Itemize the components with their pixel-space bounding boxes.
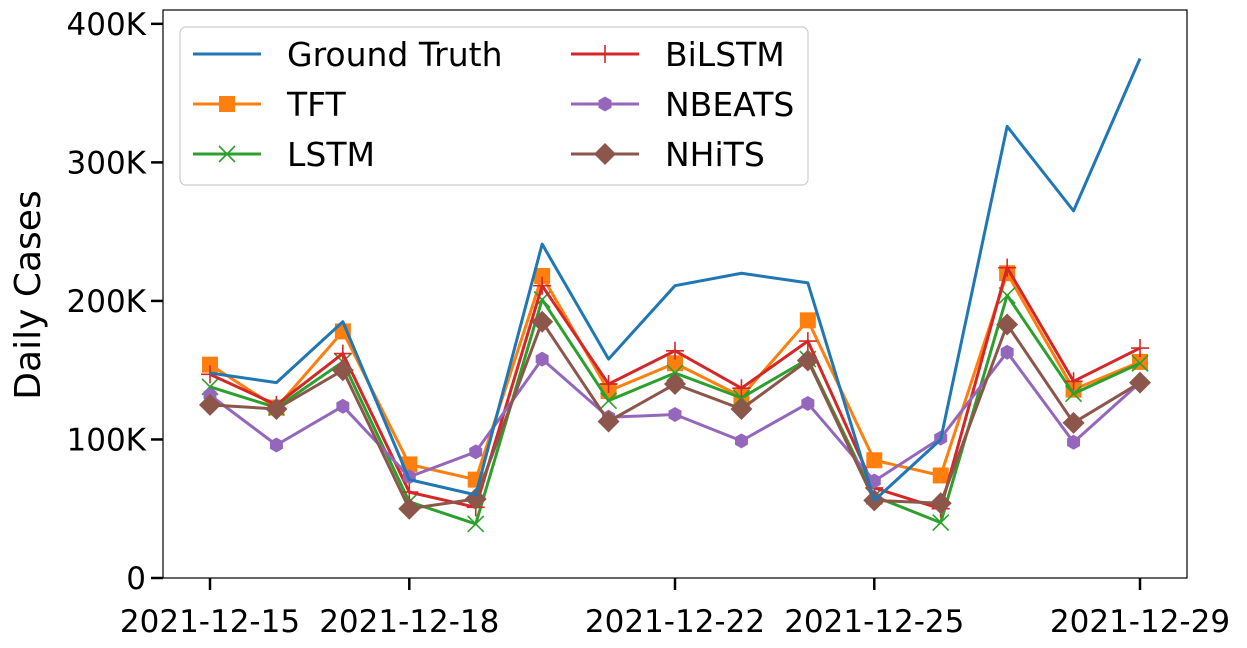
legend-label: TFT xyxy=(286,85,347,124)
x-tick-label: 2021-12-22 xyxy=(585,604,765,640)
nhits-point xyxy=(331,359,354,382)
legend-marker xyxy=(596,45,614,63)
bilstm-point xyxy=(998,258,1017,277)
x-tick-label: 2021-12-25 xyxy=(784,604,964,640)
legend-entry-nbeats: NBEATS xyxy=(571,85,794,124)
legend-entry-ground-truth: Ground Truth xyxy=(193,35,503,74)
lstm-point xyxy=(932,514,950,532)
lstm-point xyxy=(1131,354,1149,372)
y-tick-label: 200K xyxy=(67,284,147,320)
legend-marker xyxy=(594,143,616,165)
tft-point xyxy=(202,356,218,373)
x-axis: 2021-12-15 2021-12-18 2021-12-22 2021-12-25… xyxy=(120,578,1230,640)
lstm-point xyxy=(666,364,684,382)
legend-label: NBEATS xyxy=(665,85,794,124)
nbeats-point xyxy=(801,395,815,411)
legend-entry-bilstm: BiLSTM xyxy=(571,35,785,74)
bilstm-point xyxy=(533,276,552,295)
y-tick-label: 0 xyxy=(126,561,146,597)
legend-label: Ground Truth xyxy=(287,35,503,74)
nhits-point xyxy=(531,310,554,333)
legend-marker xyxy=(219,96,235,112)
nbeats-point xyxy=(336,398,350,414)
nbeats-point xyxy=(734,433,748,449)
nbeats-point xyxy=(1067,434,1081,450)
legend-label: LSTM xyxy=(287,135,375,174)
legend-entry-nhits: NHiTS xyxy=(571,135,765,174)
nbeats-point xyxy=(469,444,483,460)
bilstm-point xyxy=(732,379,751,398)
bilstm-point xyxy=(1131,339,1149,358)
legend: Ground Truth TFT LSTM BiLSTM NBEATS NHiTS xyxy=(179,26,809,186)
y-axis-label: Daily Cases xyxy=(8,190,49,399)
legend-marker xyxy=(218,145,236,163)
nbeats-point xyxy=(535,351,549,367)
nhits-point xyxy=(996,313,1019,336)
tft-point xyxy=(667,355,683,372)
bilstm-point xyxy=(798,332,817,351)
nbeats-point xyxy=(1000,344,1014,360)
nhits-point xyxy=(664,373,686,396)
nbeats-point xyxy=(668,407,682,423)
nhits-point xyxy=(796,349,819,372)
nbeats-point xyxy=(269,437,283,453)
nhits-point xyxy=(730,397,753,420)
ground-truth-line xyxy=(209,57,1142,502)
legend-label: BiLSTM xyxy=(665,35,785,74)
series-nhits xyxy=(199,310,1151,520)
tft-point xyxy=(534,267,551,284)
legend-entry-tft: TFT xyxy=(193,85,347,124)
nhits-point xyxy=(1129,371,1151,394)
tft-point xyxy=(799,312,816,329)
nhits-point xyxy=(398,497,421,520)
y-tick-label: 100K xyxy=(67,422,147,458)
legend-marker xyxy=(598,96,612,112)
y-axis: 0 100K 200K 300K 400K xyxy=(67,7,163,597)
y-tick-label: 300K xyxy=(67,145,147,181)
tft-point xyxy=(866,452,883,469)
lstm-point xyxy=(467,515,485,533)
bilstm-point xyxy=(666,341,684,360)
x-tick-label: 2021-12-15 xyxy=(120,604,300,640)
nhits-point xyxy=(265,397,288,420)
nhits-point xyxy=(929,492,952,515)
bilstm-point xyxy=(1064,372,1083,391)
legend-entry-lstm: LSTM xyxy=(193,135,375,174)
bilstm-point xyxy=(599,375,618,394)
lstm-point xyxy=(732,389,750,407)
tft-point xyxy=(932,467,949,484)
legend-box xyxy=(179,26,809,186)
legend-label: NHiTS xyxy=(665,135,765,174)
nhits-point xyxy=(199,393,221,416)
lstm-point xyxy=(1065,385,1083,403)
series-layer xyxy=(199,57,1151,533)
series-ground-truth xyxy=(209,57,1142,502)
lstm-point xyxy=(600,392,618,410)
x-tick-label: 2021-12-18 xyxy=(319,604,499,640)
nhits-point xyxy=(597,410,620,433)
y-tick-label: 400K xyxy=(67,7,147,43)
nhits-point xyxy=(1062,411,1085,434)
x-tick-label: 2021-12-29 xyxy=(1050,604,1230,640)
